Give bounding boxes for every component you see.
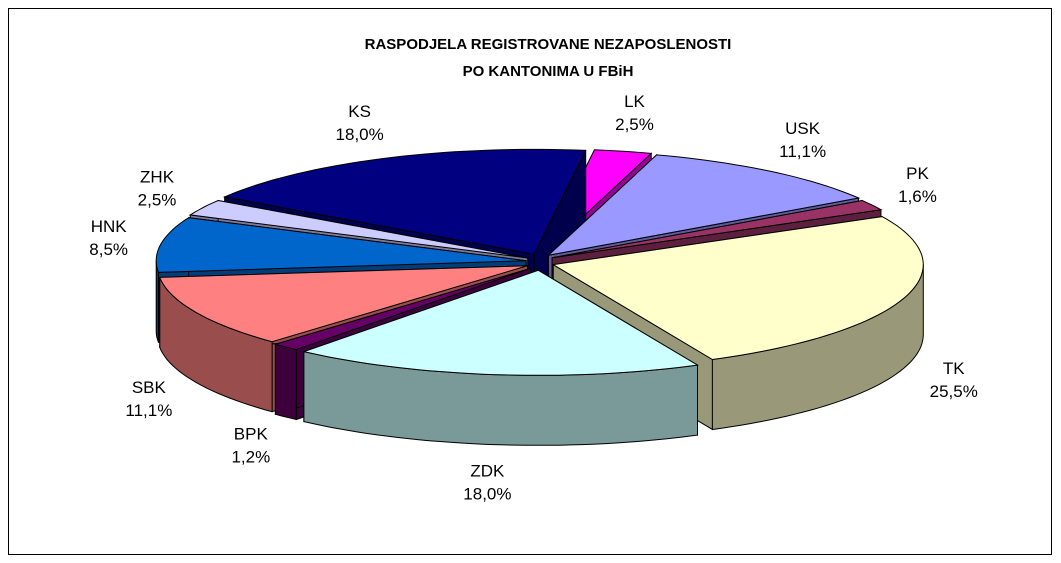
- slice-label: ZDK: [470, 462, 505, 481]
- slice-top: [551, 216, 924, 361]
- slice-top: [159, 265, 528, 343]
- chart-title: RASPODJELA REGISTROVANE NEZAPOSLENOSTI: [365, 36, 732, 53]
- slice-top: [302, 269, 699, 376]
- slice-value-label: 1,2%: [231, 448, 270, 467]
- slice-label: HNK: [91, 217, 128, 236]
- slice-top: [155, 217, 527, 273]
- slice-value-label: 8,5%: [89, 240, 128, 259]
- slice-label: USK: [785, 119, 821, 138]
- pie-slice: [302, 269, 699, 446]
- slice-label: TK: [943, 359, 965, 378]
- slice-top: [273, 267, 531, 351]
- slice-top: [222, 148, 587, 255]
- slice-value-label: 25,5%: [930, 382, 978, 401]
- slice-value-label: 11,1%: [779, 142, 826, 161]
- slice-value-label: 2,5%: [615, 115, 654, 134]
- slice-value-label: 1,6%: [898, 187, 937, 206]
- slice-value-label: 18,0%: [336, 125, 384, 144]
- slice-value-label: 2,5%: [138, 190, 177, 209]
- slice-value-label: 18,0%: [463, 485, 511, 504]
- slice-top: [552, 199, 883, 259]
- slice-label: LK: [624, 92, 645, 111]
- slice-top: [546, 154, 861, 257]
- chart-title: PO KANTONIMA U FBiH: [463, 63, 634, 80]
- slice-value-label: 11,1%: [125, 401, 172, 420]
- slice-label: PK: [906, 164, 929, 183]
- slice-side: [155, 260, 159, 343]
- slice-label: SBK: [132, 378, 167, 397]
- slice-side: [274, 343, 297, 421]
- slice-label: BPK: [234, 425, 269, 444]
- slice-label: ZHK: [140, 167, 175, 186]
- slice-label: KS: [348, 102, 371, 121]
- slice-top: [188, 199, 528, 259]
